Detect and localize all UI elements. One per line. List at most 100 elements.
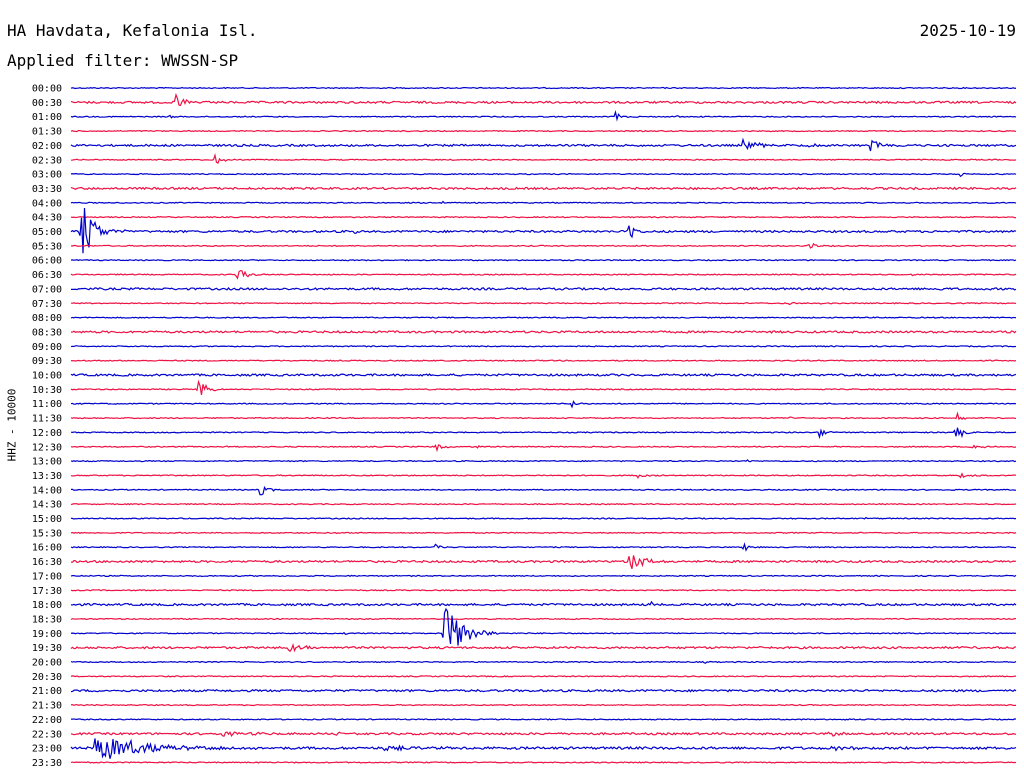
row-time-label: 20:30 <box>32 672 62 683</box>
trace-row-1230 <box>70 444 1017 453</box>
row-time-label: 04:00 <box>32 198 62 209</box>
row-time-label: 00:30 <box>32 98 62 109</box>
row-time-label: 18:00 <box>32 600 62 611</box>
row-time-label: 07:30 <box>32 299 62 310</box>
row-time-label: 23:30 <box>32 758 62 769</box>
trace-row-1300 <box>70 459 1017 463</box>
date-label: 2025-10-19 <box>919 21 1016 40</box>
trace-row-0000 <box>70 86 1017 90</box>
trace-row-0800 <box>70 316 1017 319</box>
row-time-label: 03:30 <box>32 184 62 195</box>
row-time-label: 17:30 <box>32 586 62 597</box>
trace-row-1600 <box>70 542 1017 552</box>
trace-row-1500 <box>70 516 1017 520</box>
row-time-label: 05:30 <box>32 241 62 252</box>
trace-row-1900 <box>70 607 1017 646</box>
row-time-label: 10:00 <box>32 371 62 382</box>
trace-row-1100 <box>70 400 1017 409</box>
trace-row-0700 <box>70 286 1017 291</box>
trace-row-0730 <box>70 301 1017 306</box>
row-time-label: 12:30 <box>32 442 62 453</box>
trace-row-0100 <box>70 109 1017 122</box>
row-time-label: 19:00 <box>32 629 62 640</box>
row-time-label: 01:00 <box>32 112 62 123</box>
row-time-label: 20:00 <box>32 658 62 669</box>
trace-row-1830 <box>70 617 1017 621</box>
row-time-label: 14:30 <box>32 500 62 511</box>
trace-row-0930 <box>70 359 1017 362</box>
trace-row-0830 <box>70 330 1017 334</box>
row-time-label: 13:30 <box>32 471 62 482</box>
trace-row-2300 <box>70 738 1017 759</box>
trace-row-2000 <box>70 660 1017 664</box>
trace-row-1030 <box>70 379 1017 395</box>
trace-row-0400 <box>70 200 1017 205</box>
row-time-label: 05:00 <box>32 227 62 238</box>
trace-row-1200 <box>70 427 1017 440</box>
row-time-label: 09:30 <box>32 356 62 367</box>
row-time-label: 15:00 <box>32 514 62 525</box>
seismic-traces <box>70 86 1017 764</box>
row-time-label: 02:00 <box>32 141 62 152</box>
trace-row-0230 <box>70 153 1017 164</box>
station-title: HA Havdata, Kefalonia Isl. <box>7 21 258 40</box>
row-time-label: 11:30 <box>32 414 62 425</box>
row-time-label: 08:00 <box>32 313 62 324</box>
filter-label: Applied filter: WWSSN-SP <box>7 51 239 70</box>
row-time-label: 12:00 <box>32 428 62 439</box>
row-time-label: 06:00 <box>32 256 62 267</box>
row-time-label: 23:00 <box>32 744 62 755</box>
row-time-label: 03:00 <box>32 170 62 181</box>
row-time-label: 22:00 <box>32 715 62 726</box>
trace-row-0130 <box>70 129 1017 133</box>
trace-row-2100 <box>70 688 1017 693</box>
trace-row-1530 <box>70 531 1017 535</box>
trace-row-1730 <box>70 589 1017 592</box>
trace-row-0530 <box>70 242 1017 249</box>
row-time-label: 01:30 <box>32 127 62 138</box>
trace-row-1000 <box>70 373 1017 377</box>
trace-row-2130 <box>70 703 1017 707</box>
trace-row-1800 <box>70 600 1017 607</box>
trace-row-1330 <box>70 472 1017 479</box>
row-time-label: 00:00 <box>32 84 62 95</box>
trace-row-0600 <box>70 259 1017 262</box>
row-time-label: 16:30 <box>32 557 62 568</box>
row-time-label: 02:30 <box>32 155 62 166</box>
trace-row-2230 <box>70 731 1017 737</box>
trace-row-1700 <box>70 574 1017 578</box>
row-time-label: 22:30 <box>32 729 62 740</box>
trace-row-0430 <box>70 215 1017 219</box>
row-time-label: 16:00 <box>32 543 62 554</box>
row-time-label: 09:00 <box>32 342 62 353</box>
trace-row-1630 <box>70 555 1017 569</box>
trace-row-1400 <box>70 485 1017 496</box>
trace-row-0630 <box>70 269 1017 280</box>
row-time-label: 06:30 <box>32 270 62 281</box>
row-time-label: 21:00 <box>32 686 62 697</box>
trace-row-1930 <box>70 642 1017 653</box>
trace-row-2030 <box>70 675 1017 678</box>
row-time-label: 13:00 <box>32 457 62 468</box>
trace-row-1130 <box>70 411 1017 421</box>
trace-row-2330 <box>70 761 1017 764</box>
row-time-label: 14:00 <box>32 485 62 496</box>
trace-row-0330 <box>70 186 1017 191</box>
row-time-label: 11:00 <box>32 399 62 410</box>
trace-row-0500 <box>70 208 1017 254</box>
row-time-label: 08:30 <box>32 327 62 338</box>
trace-row-0900 <box>70 345 1017 348</box>
trace-row-0300 <box>70 172 1017 178</box>
row-time-label: 21:30 <box>32 701 62 712</box>
row-tick-labels: 00:00 00:30 01:00 01:30 02:00 02:30 03:00 03:30… <box>32 84 62 769</box>
trace-row-1430 <box>70 502 1017 506</box>
trace-row-0200 <box>70 137 1017 152</box>
row-time-label: 07:00 <box>32 284 62 295</box>
row-time-label: 18:30 <box>32 614 62 625</box>
row-time-label: 17:00 <box>32 571 62 582</box>
row-time-label: 10:30 <box>32 385 62 396</box>
trace-row-0030 <box>70 92 1017 107</box>
row-time-label: 19:30 <box>32 643 62 654</box>
row-time-label: 15:30 <box>32 528 62 539</box>
